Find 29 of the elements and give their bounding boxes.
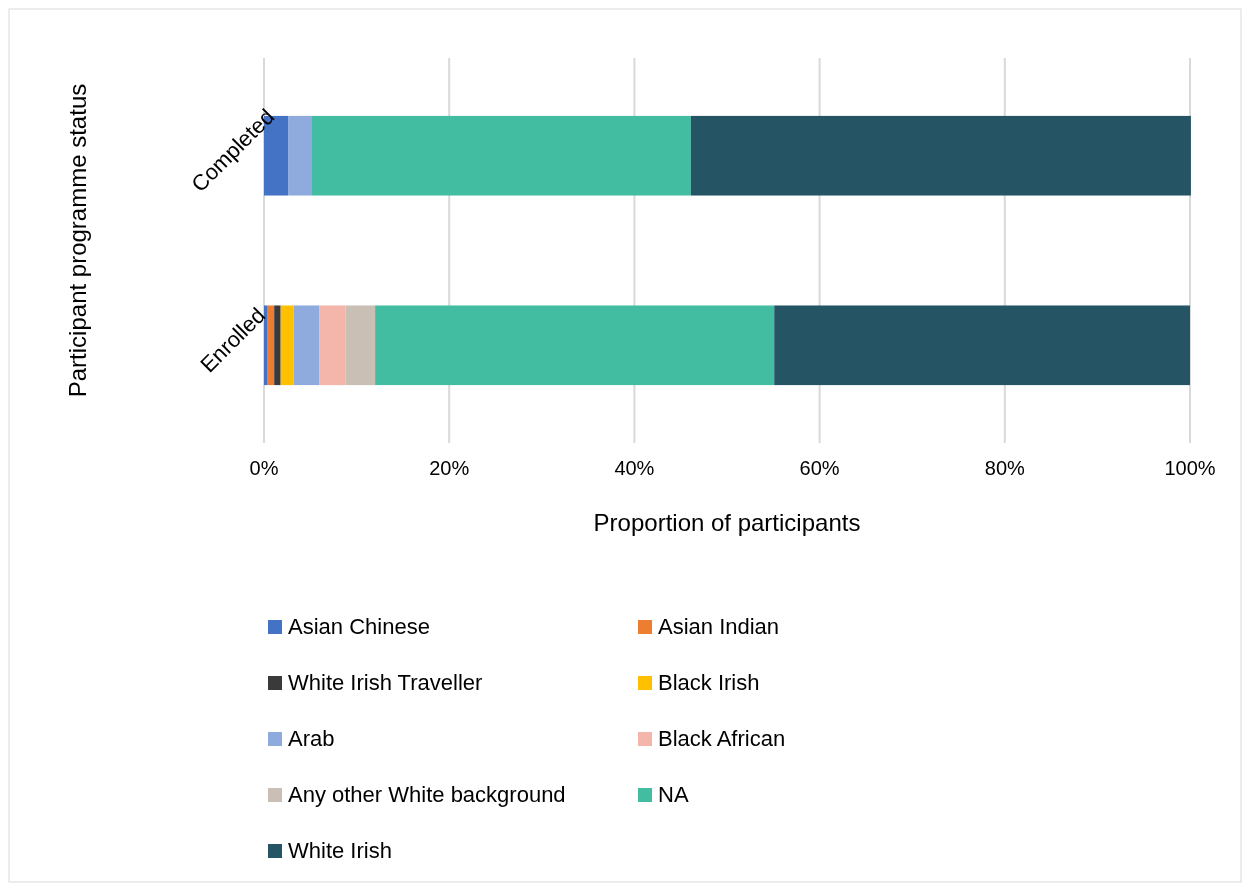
x-tick-label: 40%: [614, 457, 655, 479]
y-axis-title: Participant programme status: [64, 83, 91, 398]
bar: [774, 305, 1190, 386]
bar: [311, 115, 691, 196]
legend-label: Black Irish: [658, 670, 760, 695]
bar: [264, 305, 268, 386]
legend-label: White Irish Traveller: [288, 670, 483, 695]
legend-label: Asian Chinese: [288, 614, 430, 639]
bar: [288, 115, 312, 196]
x-tick-label: 100%: [1164, 457, 1216, 479]
legend-label: Arab: [288, 726, 335, 751]
bar: [690, 115, 1191, 196]
legend-label: Asian Indian: [658, 614, 780, 639]
legend-label: Black African: [658, 726, 786, 751]
x-tick-label: 0%: [249, 457, 279, 479]
bar: [293, 305, 320, 386]
x-axis-title: Proportion of participants: [593, 509, 861, 536]
bar: [319, 305, 346, 386]
bar: [274, 305, 281, 386]
legend-label: Any other White background: [288, 782, 566, 807]
legend-label: NA: [658, 782, 689, 807]
bar: [345, 305, 376, 386]
x-tick-label: 60%: [799, 457, 840, 479]
bar: [375, 305, 775, 386]
bar: [280, 305, 294, 386]
x-tick-label: 80%: [984, 457, 1026, 479]
legend-label: White Irish: [288, 838, 392, 863]
x-tick-label: 20%: [429, 457, 470, 479]
bar: [267, 305, 275, 386]
